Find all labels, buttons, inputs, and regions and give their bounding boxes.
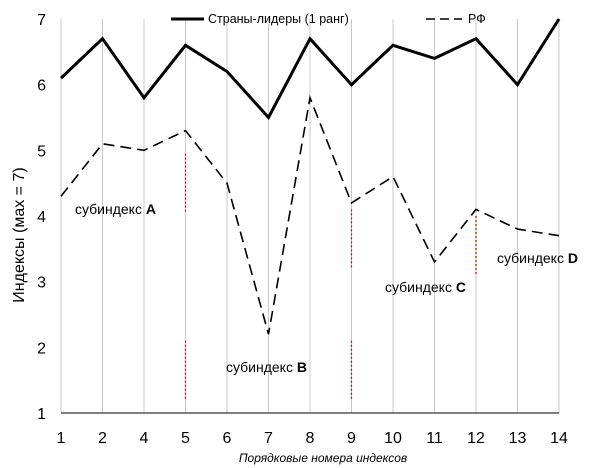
x-tick-label: 14 [550, 430, 568, 447]
series-line-leaders [59, 18, 561, 121]
annotation-subindex-b-letter: B [297, 359, 307, 375]
x-tick-label: 9 [347, 430, 356, 447]
annotation-subindex-a: субиндекс A [75, 201, 156, 217]
annotation-subindex-c-letter: C [456, 279, 466, 295]
y-tick-label: 7 [37, 12, 46, 29]
x-tick-labels: 1 2 4 5 6 7 8 9 10 11 12 13 14 [57, 430, 568, 447]
annotation-subindex-d-letter: D [568, 250, 578, 266]
subindex-separators [184, 153, 477, 400]
annotation-subindex-a-prefix: субиндекс [75, 201, 146, 217]
y-tick-label: 3 [37, 275, 46, 292]
annotation-subindex-a-letter: A [146, 201, 156, 217]
y-tick-labels: 1 2 3 4 5 6 7 [37, 12, 46, 423]
annotation-subindex-c: субиндекс C [385, 279, 466, 295]
annotation-subindex-d: субиндекс D [497, 250, 578, 266]
annotation-subindex-c-prefix: субиндекс [385, 279, 456, 295]
annotation-subindex-b-prefix: субиндекс [226, 359, 297, 375]
annotation-subindex-b: субиндекс B [226, 359, 307, 375]
x-tick-label: 4 [140, 430, 149, 447]
y-tick-label: 1 [37, 406, 46, 423]
x-tick-label: 11 [426, 430, 443, 447]
y-tick-label: 5 [37, 143, 46, 160]
x-tick-label: 2 [98, 430, 107, 447]
y-axis-title: Индексы (мах = 7) [11, 167, 28, 302]
y-tick-label: 6 [37, 78, 46, 95]
annotation-subindex-d-prefix: субиндекс [497, 250, 568, 266]
x-tick-label: 13 [509, 430, 527, 447]
x-tick-label: 12 [467, 430, 485, 447]
y-tick-label: 4 [37, 209, 46, 226]
x-tick-label: 10 [384, 430, 402, 447]
y-tick-label: 2 [37, 340, 46, 357]
x-axis-title: Порядковые номера индексов [239, 451, 407, 465]
x-tick-label: 1 [57, 430, 66, 447]
x-tick-label: 8 [306, 430, 315, 447]
legend-label-rf: РФ [468, 12, 486, 26]
legend: Страны-лидеры (1 ранг) РФ [171, 12, 486, 26]
x-tick-label: 7 [264, 430, 273, 447]
legend-label-leaders: Страны-лидеры (1 ранг) [208, 12, 349, 26]
series-lines [59, 18, 561, 335]
series-line-rf [60, 94, 560, 335]
x-tick-label: 6 [223, 430, 232, 447]
x-tick-label: 5 [181, 430, 190, 447]
